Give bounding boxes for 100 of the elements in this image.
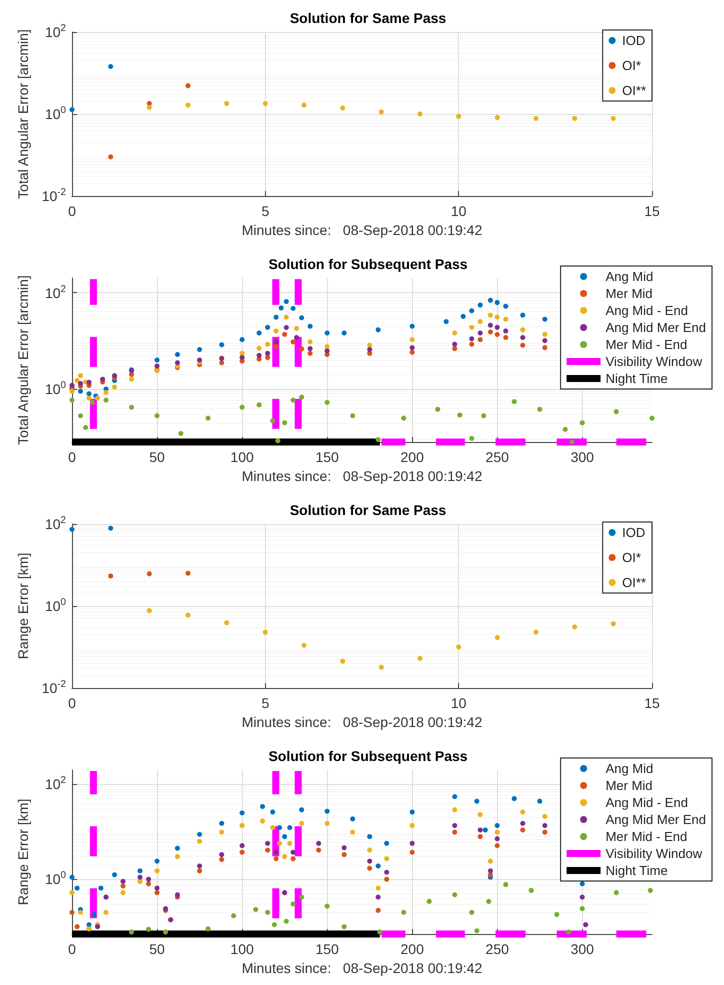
point <box>410 850 415 855</box>
x-tick-label: 200 <box>400 449 424 465</box>
x-tick-label: 200 <box>400 941 424 957</box>
point <box>197 347 202 352</box>
point <box>562 426 568 432</box>
point <box>299 315 304 320</box>
point <box>534 630 538 635</box>
point <box>278 305 284 310</box>
point <box>274 339 279 344</box>
point <box>542 830 548 835</box>
point <box>469 336 474 342</box>
x-tick-label: 15 <box>644 695 660 711</box>
point <box>274 856 279 862</box>
point <box>282 854 288 860</box>
point <box>120 878 126 884</box>
legend-label: Mer Mid <box>606 778 653 793</box>
point <box>316 840 322 846</box>
x-tick-label: 5 <box>261 695 270 711</box>
point <box>457 412 462 418</box>
point <box>197 838 202 844</box>
point <box>494 836 500 842</box>
point <box>494 324 500 330</box>
point <box>197 358 202 362</box>
point <box>494 830 500 835</box>
x-tick-label: 150 <box>315 941 340 957</box>
point <box>287 825 292 830</box>
point <box>277 825 282 830</box>
point <box>78 381 84 386</box>
point <box>274 344 279 350</box>
point <box>138 868 143 874</box>
x-tick-label: 300 <box>570 449 594 465</box>
legend-label: IOD <box>622 33 646 48</box>
point <box>104 398 109 403</box>
point <box>146 876 152 882</box>
y-tick-label: 10$^{-2}$ <box>42 679 66 696</box>
point <box>290 339 296 344</box>
point <box>299 820 304 826</box>
y-tick-label: 10$^{2}$ <box>44 23 66 40</box>
point <box>324 808 330 814</box>
point <box>570 440 575 444</box>
legend-label: OI* <box>622 550 641 565</box>
point <box>444 319 449 324</box>
point <box>367 848 372 853</box>
point <box>542 345 548 350</box>
point <box>494 314 500 320</box>
chart-title: Solution for Same Pass <box>290 10 446 26</box>
point <box>78 910 84 915</box>
point <box>376 894 381 900</box>
point <box>186 102 190 108</box>
point <box>308 324 313 329</box>
x-tick-label: 150 <box>315 449 340 465</box>
point <box>240 850 245 855</box>
point <box>98 886 104 891</box>
legend-label: Night Time <box>606 863 668 878</box>
point <box>287 840 292 846</box>
y-tick-label: 10$^{2}$ <box>44 515 66 532</box>
point <box>174 360 180 366</box>
point <box>108 64 114 70</box>
point <box>270 810 276 815</box>
point <box>290 902 296 907</box>
point <box>488 858 493 864</box>
point <box>452 794 458 800</box>
point <box>290 398 296 403</box>
point <box>270 825 276 830</box>
point <box>418 112 422 116</box>
x-axis-title: Minutes since: 08-Sep-2018 00:19:42 <box>242 222 482 238</box>
point <box>610 621 616 626</box>
chart-title: Solution for Subsequent Pass <box>268 256 468 272</box>
point <box>580 906 585 912</box>
point <box>290 306 296 311</box>
legend-label: Mer Mid - End <box>606 337 688 352</box>
point <box>478 337 483 342</box>
point <box>478 834 483 840</box>
point <box>503 316 508 322</box>
legend-label: Ang Mid Mer End <box>606 812 706 827</box>
point <box>104 910 109 915</box>
legend-label: Visibility Window <box>606 846 703 861</box>
point <box>542 814 548 819</box>
legend-label: OI** <box>622 575 646 590</box>
point <box>324 330 330 336</box>
point <box>146 881 152 886</box>
point <box>478 302 483 308</box>
point <box>528 888 534 893</box>
point <box>384 856 390 862</box>
point <box>512 796 517 802</box>
point <box>583 922 588 928</box>
point <box>108 526 114 531</box>
point <box>342 845 347 850</box>
y-tick-label: 10$^{2}$ <box>44 775 66 792</box>
point <box>206 926 211 932</box>
point <box>520 820 526 826</box>
x-axis-title: Minutes since: 08-Sep-2018 00:19:42 <box>242 960 482 976</box>
point <box>290 856 296 862</box>
point <box>566 930 572 935</box>
point <box>70 398 74 403</box>
point <box>154 886 160 891</box>
point <box>340 106 346 111</box>
point <box>324 344 330 350</box>
point <box>350 830 356 835</box>
point <box>452 346 458 352</box>
